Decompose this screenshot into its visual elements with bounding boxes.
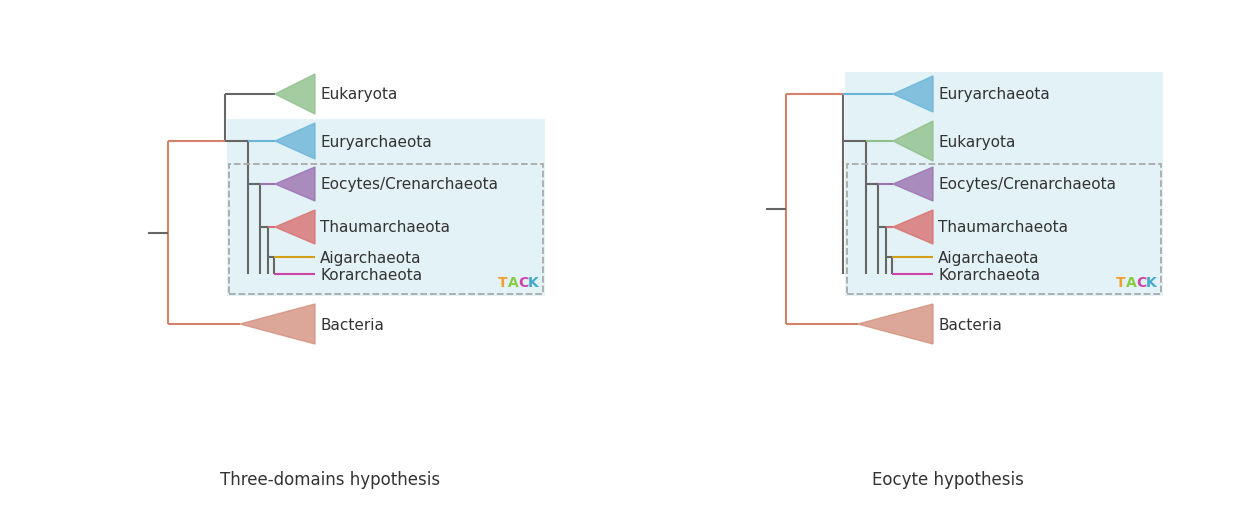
- Text: K: K: [1146, 275, 1157, 290]
- Text: C: C: [518, 275, 528, 290]
- Polygon shape: [275, 124, 315, 160]
- Bar: [847, 165, 1161, 294]
- Text: T: T: [1116, 275, 1126, 290]
- Bar: [229, 165, 543, 294]
- Text: Korarchaeota: Korarchaeota: [937, 267, 1040, 282]
- Text: Aigarchaeota: Aigarchaeota: [937, 250, 1039, 265]
- Text: Bacteria: Bacteria: [320, 317, 384, 332]
- Text: C: C: [1136, 275, 1146, 290]
- Polygon shape: [893, 77, 932, 113]
- Text: Korarchaeota: Korarchaeota: [320, 267, 422, 282]
- Text: A: A: [1126, 275, 1137, 290]
- Polygon shape: [275, 75, 315, 115]
- Polygon shape: [893, 122, 932, 162]
- Polygon shape: [893, 167, 932, 202]
- Text: Three-domains hypothesis: Three-domains hypothesis: [219, 470, 440, 488]
- Text: Euryarchaeota: Euryarchaeota: [937, 88, 1050, 102]
- Text: Thaumarchaeota: Thaumarchaeota: [937, 220, 1068, 235]
- Text: Eocyte hypothesis: Eocyte hypothesis: [872, 470, 1024, 488]
- Text: A: A: [508, 275, 518, 290]
- Text: Euryarchaeota: Euryarchaeota: [320, 134, 432, 149]
- Text: Eocytes/Crenarchaeota: Eocytes/Crenarchaeota: [937, 177, 1116, 192]
- Text: Eukaryota: Eukaryota: [320, 88, 397, 102]
- Polygon shape: [241, 304, 315, 344]
- Text: Eocytes/Crenarchaeota: Eocytes/Crenarchaeota: [320, 177, 498, 192]
- Bar: [227, 120, 546, 296]
- Polygon shape: [893, 211, 932, 244]
- Polygon shape: [275, 167, 315, 202]
- Text: Thaumarchaeota: Thaumarchaeota: [320, 220, 450, 235]
- Polygon shape: [858, 304, 932, 344]
- Text: K: K: [528, 275, 538, 290]
- Bar: [844, 73, 1163, 296]
- Text: Eukaryota: Eukaryota: [937, 134, 1016, 149]
- Text: T: T: [498, 275, 507, 290]
- Text: Bacteria: Bacteria: [937, 317, 1002, 332]
- Polygon shape: [275, 211, 315, 244]
- Text: Aigarchaeota: Aigarchaeota: [320, 250, 422, 265]
